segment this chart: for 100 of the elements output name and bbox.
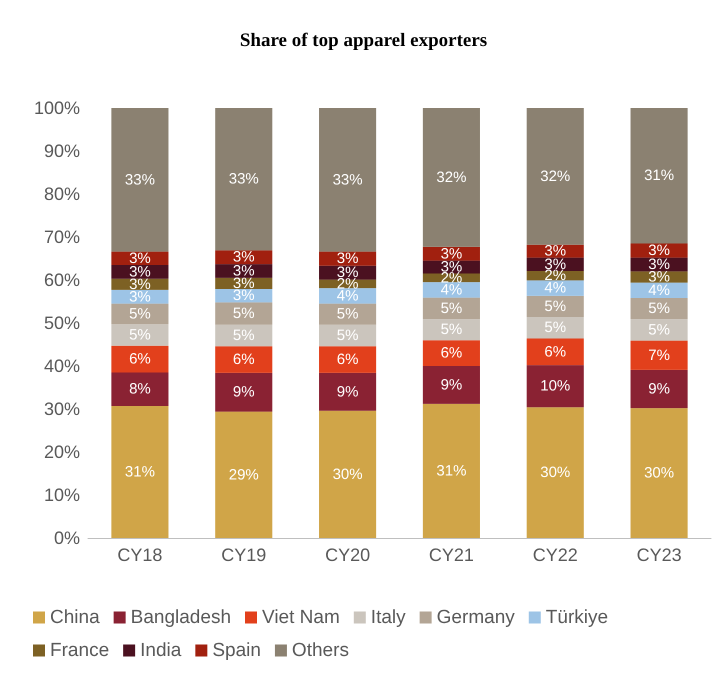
data-label: 31% [436, 462, 466, 480]
bar [319, 304, 376, 325]
data-label: 5% [336, 326, 358, 344]
bar [526, 338, 584, 366]
data-label: 3% [232, 248, 255, 266]
bar [319, 372, 376, 411]
data-label: 3% [129, 250, 151, 267]
data-label: 30% [540, 464, 570, 482]
data-label: 5% [129, 305, 151, 322]
y-tick-label: 60% [44, 270, 80, 290]
bar [526, 407, 584, 538]
bar [422, 366, 480, 404]
bar [215, 346, 272, 373]
x-tick-label: CY23 [636, 545, 682, 565]
data-label: 6% [336, 351, 358, 368]
bar [111, 346, 168, 372]
bar [630, 340, 688, 370]
legend-label: Türkiye [546, 607, 608, 628]
data-label: 4% [544, 280, 566, 297]
bar [526, 316, 584, 338]
legend-label: China [50, 607, 100, 628]
data-label: 5% [129, 326, 151, 344]
data-label: 3% [440, 245, 462, 262]
x-tick-label: CY22 [532, 545, 578, 565]
data-label: 33% [228, 170, 259, 188]
bar [111, 372, 168, 406]
data-label: 33% [124, 171, 155, 188]
y-tick-label: 40% [44, 356, 80, 376]
y-tick-label: 20% [44, 442, 80, 462]
data-label: 6% [544, 343, 566, 360]
x-tick-label: CY20 [325, 545, 370, 565]
bar [319, 410, 376, 538]
y-tick-label: 70% [44, 227, 80, 247]
data-label: 3% [544, 242, 566, 260]
data-label: 30% [644, 464, 674, 482]
data-label: 3% [336, 250, 358, 268]
y-tick-label: 0% [54, 528, 80, 548]
legend-label: Italy [370, 607, 406, 628]
data-label: 3% [232, 287, 255, 304]
bar [526, 108, 584, 245]
data-label: 5% [440, 321, 462, 338]
data-label: 30% [332, 466, 363, 483]
data-label: 9% [440, 376, 462, 394]
bar [215, 372, 272, 412]
bar [526, 365, 584, 408]
bar [215, 324, 272, 346]
y-tick-label: 10% [44, 485, 80, 505]
data-label: 8% [129, 380, 151, 398]
data-label: 6% [129, 350, 151, 368]
data-label: 5% [440, 300, 462, 317]
legend-label: France [50, 640, 110, 661]
data-label: 29% [228, 466, 259, 484]
data-label: 5% [232, 305, 255, 322]
data-label: 31% [124, 463, 155, 480]
legend-label: India [140, 640, 182, 661]
y-tick-label: 90% [44, 141, 80, 161]
data-label: 5% [648, 321, 670, 338]
bar [630, 319, 688, 341]
y-tick-label: 50% [44, 313, 80, 333]
y-tick-label: 100% [34, 98, 80, 118]
bar [630, 298, 688, 320]
bar [111, 304, 168, 324]
data-label: 5% [232, 326, 255, 344]
bar [319, 324, 376, 346]
x-tick-label: CY19 [221, 545, 266, 565]
x-tick-label: CY21 [428, 545, 474, 565]
data-label: 6% [232, 351, 255, 368]
data-label: 31% [644, 167, 674, 184]
data-label: 6% [440, 344, 462, 362]
data-label: 9% [336, 383, 358, 400]
y-tick-label: 80% [44, 184, 80, 204]
bar [422, 340, 480, 366]
bar [630, 408, 688, 538]
data-label: 5% [544, 298, 566, 315]
data-label: 9% [648, 380, 670, 398]
legend-label: Germany [436, 607, 516, 628]
bar [111, 108, 168, 252]
bar [526, 296, 584, 317]
y-tick-label: 30% [44, 399, 80, 419]
legend-label: Spain [212, 640, 261, 661]
legend-label: Others [292, 640, 349, 661]
data-label: 33% [332, 171, 363, 188]
data-label: 10% [540, 378, 570, 395]
legend-label: Bangladesh [130, 607, 232, 628]
bar [422, 404, 480, 538]
bar [422, 298, 480, 320]
legend-label: Viet Nam [262, 607, 340, 628]
chart-title: Share of top apparel exporters [240, 30, 488, 51]
data-label: 4% [440, 281, 462, 298]
bar [111, 406, 168, 538]
x-tick-label: CY18 [117, 545, 162, 565]
data-label: 3% [648, 242, 670, 260]
bar [215, 412, 272, 538]
data-label: 9% [232, 384, 255, 401]
bar [319, 346, 376, 373]
data-label: 5% [336, 306, 358, 323]
bar [215, 108, 272, 250]
bar [630, 370, 688, 408]
bar [422, 319, 480, 340]
data-label: 7% [648, 346, 670, 364]
